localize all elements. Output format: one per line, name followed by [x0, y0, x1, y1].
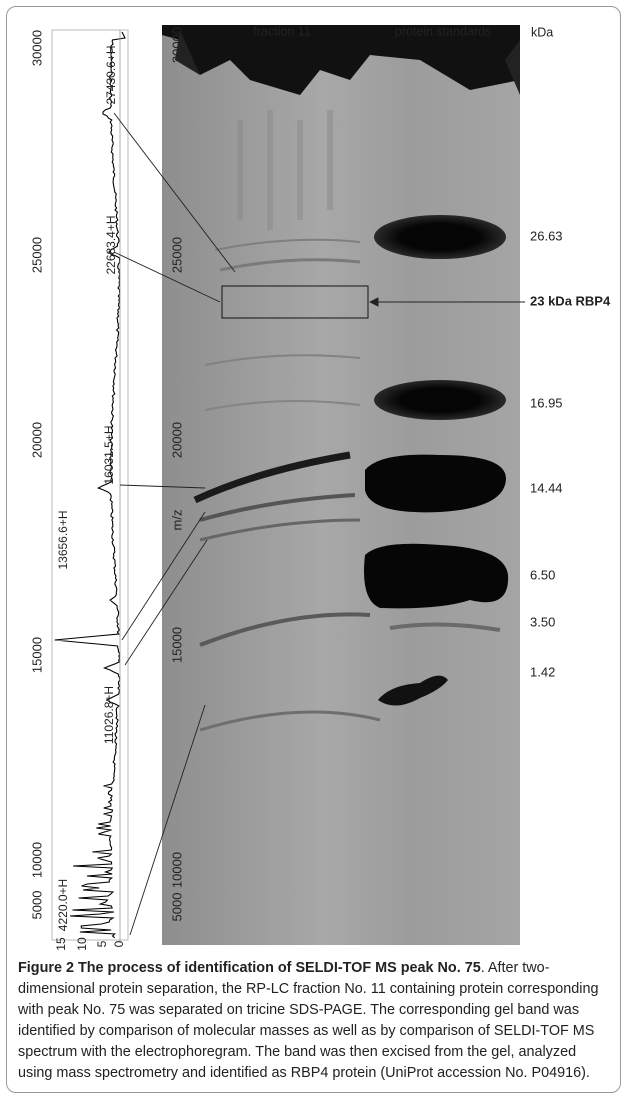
peak-label: 13656.6+H: [56, 510, 70, 569]
caption-text: . After two-dimensional protein separati…: [18, 960, 599, 1081]
intensity-tick-label: 0: [112, 940, 126, 947]
lane-label: fraction 11: [253, 24, 310, 38]
mz-tick-label: 25000: [29, 237, 44, 273]
gel-mz-tick-label: 15000: [169, 627, 184, 663]
lane-label: protein standards: [395, 24, 492, 38]
intensity-tick-label: 15: [54, 937, 68, 951]
marker-label: 23 kDa RBP4: [530, 293, 611, 308]
marker-label: 3.50: [530, 614, 555, 629]
intensity-tick-label: 5: [95, 940, 109, 947]
gel-mz-tick-label: 30000: [169, 27, 184, 63]
figure-frame: [6, 6, 621, 1093]
arrows: [113, 112, 525, 936]
intensity-tick-label: 10: [75, 937, 89, 951]
mz-tick-label: 20000: [29, 422, 44, 458]
gel-image: [162, 25, 520, 945]
marker-label: 1.42: [530, 664, 555, 679]
gel-mz-tick-label: 20000: [169, 422, 184, 458]
gel-mz-tick-label: 5000: [169, 893, 184, 922]
gel-axis-label: m/z: [169, 510, 184, 531]
gel-mz-tick-label: 10000: [169, 852, 184, 888]
marker-label: 6.50: [530, 567, 555, 582]
spectrum-panel: [51, 29, 129, 942]
peak-label: 22683.4+H: [104, 215, 118, 274]
peak-label: 11026.8+H: [102, 686, 116, 744]
mz-tick-label: 5000: [29, 891, 44, 920]
peak-label: 16031.5+H: [102, 425, 116, 484]
mz-tick-label: 30000: [29, 30, 44, 66]
mz-tick-label: 10000: [29, 842, 44, 878]
spectrum-trace: [54, 31, 126, 939]
marker-label: 26.63: [530, 228, 563, 243]
mz-tick-label: 15000: [29, 637, 44, 673]
figure-caption: Figure 2 The process of identification o…: [18, 958, 614, 1084]
unit-label: kDa: [531, 25, 553, 39]
gel-mz-tick-label: 25000: [169, 237, 184, 273]
peak-label: 4220.0+H: [56, 879, 70, 931]
marker-label: 14.44: [530, 480, 563, 495]
caption-title: Figure 2 The process of identification o…: [18, 960, 481, 976]
peak-label: 27430.6+H: [104, 45, 118, 104]
marker-label: 16.95: [530, 395, 563, 410]
figure: 30000 25000 20000 15000 10000 5000 15 10 5 0 27430…: [29, 24, 611, 951]
